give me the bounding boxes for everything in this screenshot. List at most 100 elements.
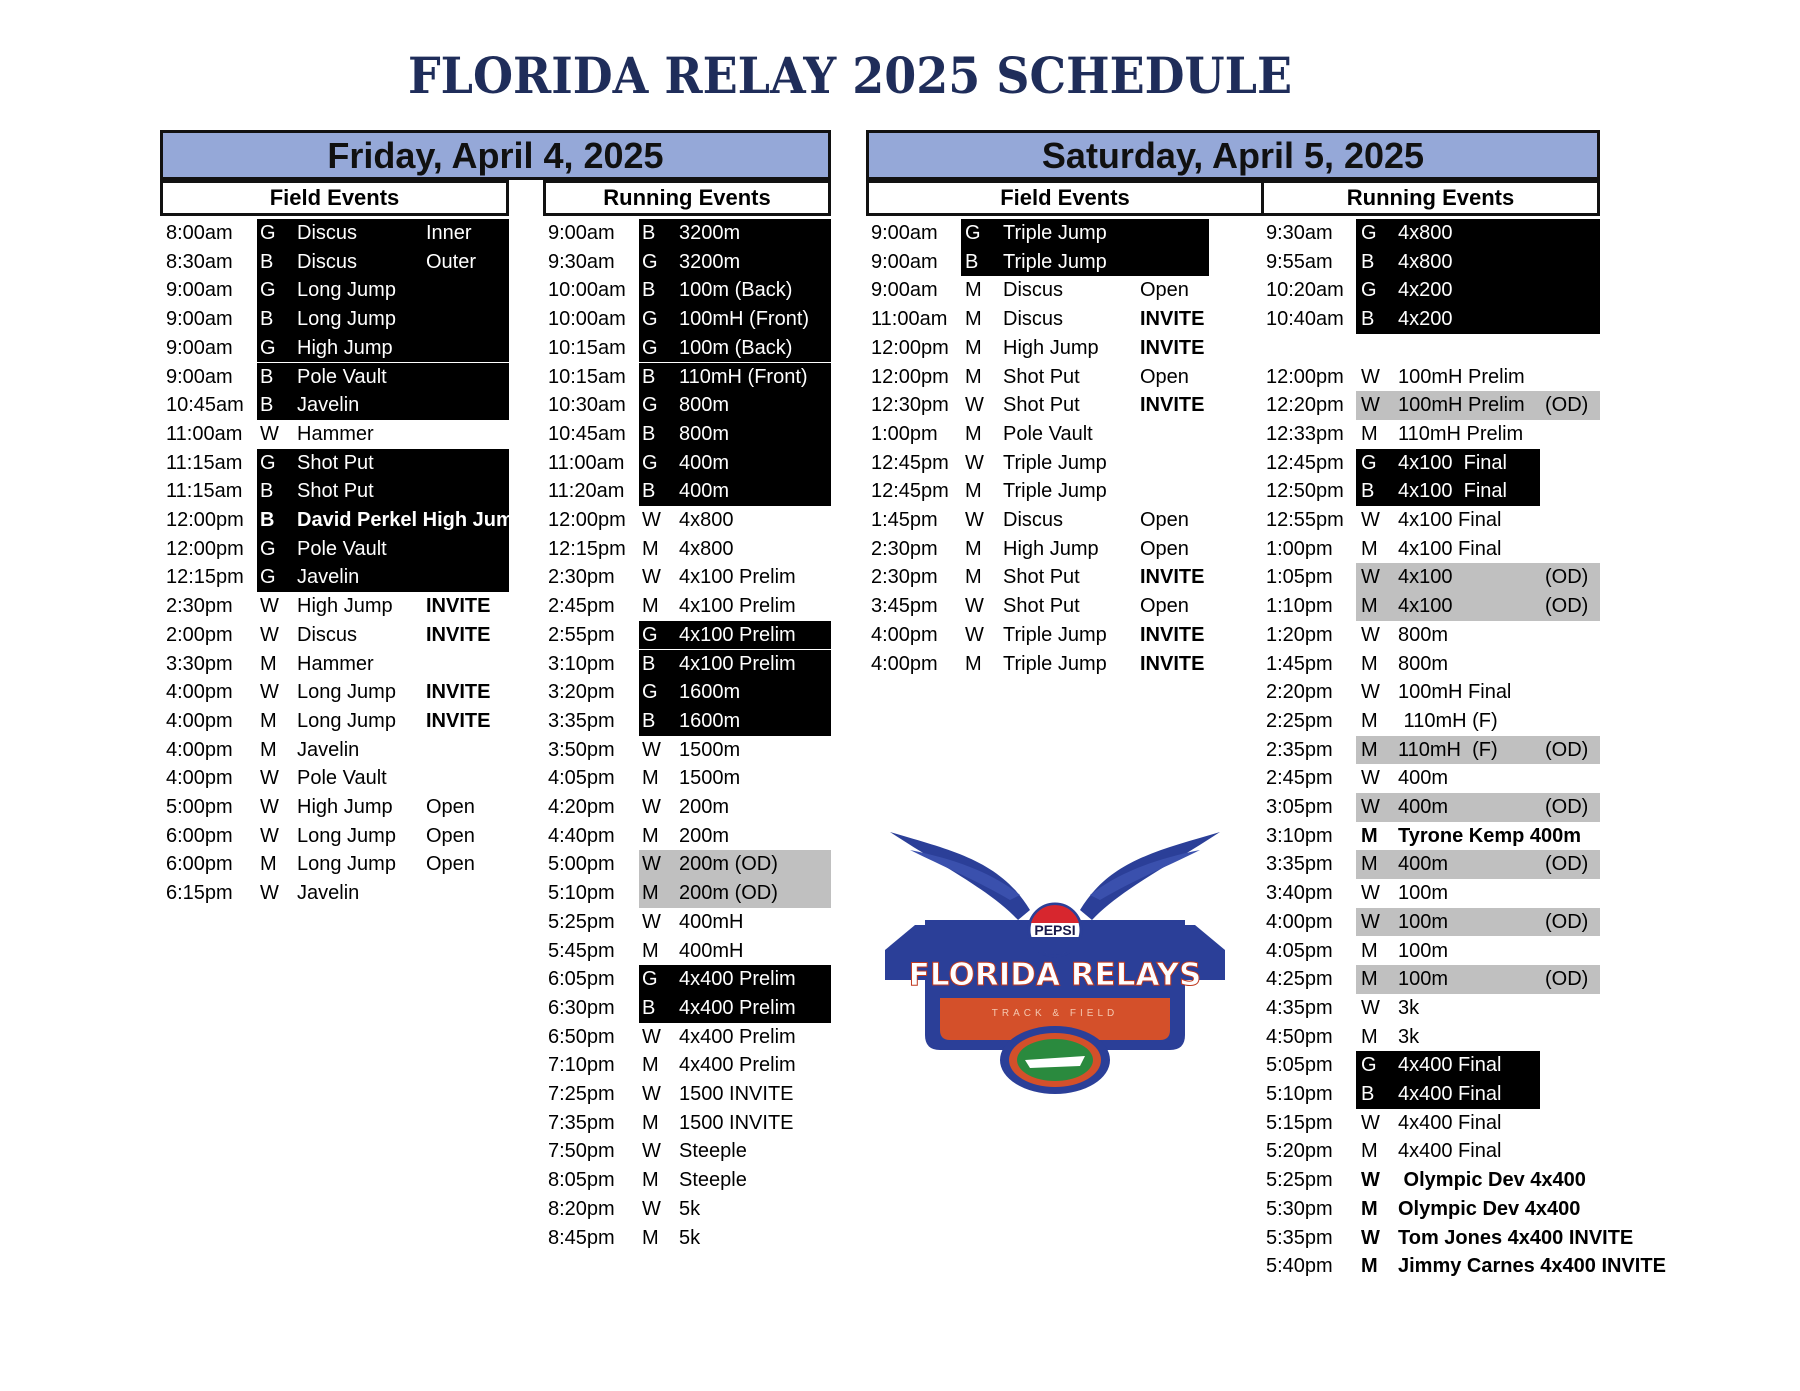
event-time: 2:55pm bbox=[548, 623, 615, 646]
event-group: M bbox=[642, 1111, 659, 1134]
schedule-row: 10:45am B Javelin bbox=[160, 391, 510, 420]
schedule-row: 9:00am G Long Jump bbox=[160, 276, 510, 306]
event-time: 2:30pm bbox=[166, 595, 233, 618]
schedule-row: 3:35pm M 400m (OD) bbox=[1261, 850, 1661, 880]
event-time: 4:00pm bbox=[1266, 910, 1333, 933]
black-highlight bbox=[639, 706, 831, 736]
event-group: W bbox=[1361, 681, 1380, 704]
schedule-row: 5:25pm W 400mH bbox=[543, 908, 833, 937]
black-highlight bbox=[257, 276, 509, 306]
event-group: M bbox=[642, 767, 659, 790]
gray-highlight bbox=[1356, 592, 1600, 621]
event-time: 7:10pm bbox=[548, 1054, 615, 1077]
event-time: 9:00am bbox=[166, 365, 233, 388]
event-name: Jimmy Carnes 4x400 INVITE bbox=[1398, 1255, 1666, 1278]
event-group: W bbox=[1361, 1111, 1380, 1134]
gray-highlight bbox=[1356, 793, 1600, 822]
black-highlight bbox=[639, 993, 831, 1023]
event-name: 4x400 Prelim bbox=[679, 996, 796, 1019]
event-group: W bbox=[965, 623, 984, 646]
black-highlight bbox=[639, 362, 831, 392]
event-group: W bbox=[1361, 1226, 1380, 1249]
event-name: 5k bbox=[679, 1226, 701, 1249]
event-name: Triple Jump bbox=[1003, 623, 1107, 646]
event-time: 3:50pm bbox=[548, 738, 615, 761]
schedule-row: 2:35pm M 110mH (F) (OD) bbox=[1261, 735, 1661, 765]
event-name: High Jump bbox=[1003, 537, 1099, 560]
event-group: W bbox=[965, 394, 984, 417]
event-time: 4:00pm bbox=[166, 709, 233, 732]
event-time: 10:20am bbox=[1266, 279, 1344, 302]
event-time: 2:25pm bbox=[1266, 709, 1333, 732]
schedule-row: 10:00am G 100mH (Front) bbox=[543, 305, 833, 334]
event-group: M bbox=[1361, 537, 1378, 560]
event-name: 200m (OD) bbox=[679, 853, 778, 876]
event-group: G bbox=[1361, 222, 1377, 244]
event-time: 11:15am bbox=[166, 480, 243, 503]
schedule-row: 3:05pm W 400m (OD) bbox=[1261, 793, 1661, 822]
event-name: Pole Vault bbox=[1003, 422, 1093, 445]
event-note: Open bbox=[426, 853, 475, 876]
event-name: Pole Vault bbox=[297, 767, 387, 790]
event-time: 2:30pm bbox=[871, 537, 938, 560]
event-name: 4x100 Prelim bbox=[679, 623, 796, 646]
event-group: G bbox=[642, 394, 658, 417]
event-group: G bbox=[1361, 1054, 1377, 1077]
event-time: 12:00pm bbox=[871, 365, 949, 388]
event-name: 400m bbox=[1398, 796, 1449, 818]
page-title: FLORIDA RELAY 2025 SCHEDULE bbox=[407, 46, 1293, 105]
schedule-row: 2:20pm W 100mH Final bbox=[1261, 678, 1661, 707]
event-time: 9:00am bbox=[166, 336, 233, 359]
event-group: M bbox=[965, 365, 982, 388]
event-name: Hammer bbox=[297, 422, 374, 445]
event-name: Triple Jump bbox=[1003, 222, 1107, 244]
event-group: M bbox=[642, 1054, 659, 1077]
event-group: M bbox=[642, 595, 659, 618]
event-time: 1:45pm bbox=[1266, 652, 1333, 675]
black-highlight bbox=[639, 333, 831, 363]
schedule-row: 3:20pm G 1600m bbox=[543, 678, 833, 707]
event-group: G bbox=[1361, 279, 1377, 302]
event-note: INVITE bbox=[1140, 652, 1205, 675]
black-highlight bbox=[639, 620, 831, 650]
schedule-row: 12:00pm M Shot Put Open bbox=[866, 363, 1261, 392]
schedule-row: 12:15pm G Javelin bbox=[160, 563, 510, 593]
schedule-row: 4:05pm M 1500m bbox=[543, 764, 833, 793]
event-group: W bbox=[1361, 882, 1380, 905]
event-group: W bbox=[260, 824, 279, 847]
event-group: M bbox=[1361, 824, 1378, 847]
schedule-row: 10:45am B 800m bbox=[543, 419, 833, 449]
event-time: 4:00pm bbox=[166, 738, 233, 761]
black-highlight bbox=[257, 506, 509, 535]
schedule-row: 4:00pm W 100m (OD) bbox=[1261, 907, 1661, 937]
event-time: 1:00pm bbox=[1266, 537, 1333, 560]
schedule-row: 12:20pm W 100mH Prelim (OD) bbox=[1261, 391, 1661, 420]
event-time: 9:00am bbox=[871, 279, 938, 302]
event-time: 4:00pm bbox=[166, 767, 233, 790]
event-time: 3:05pm bbox=[1266, 796, 1333, 818]
event-group: B bbox=[260, 308, 274, 331]
event-time: 10:30am bbox=[548, 394, 626, 417]
event-group: B bbox=[642, 709, 656, 732]
event-note: INVITE bbox=[1140, 566, 1205, 589]
schedule-row: 10:00am B 100m (Back) bbox=[543, 276, 833, 306]
event-name: 100m bbox=[1398, 910, 1449, 933]
event-time: 1:00pm bbox=[871, 422, 938, 445]
event-name: 1600m bbox=[679, 681, 741, 704]
schedule-row: 2:45pm M 4x100 Prelim bbox=[543, 592, 833, 621]
event-group: G bbox=[642, 250, 658, 273]
event-group: G bbox=[260, 566, 276, 589]
gray-highlight bbox=[1356, 965, 1600, 994]
black-highlight bbox=[639, 419, 831, 449]
event-group: W bbox=[260, 767, 279, 790]
event-group: B bbox=[260, 480, 274, 503]
event-group: W bbox=[1361, 623, 1380, 646]
black-highlight bbox=[961, 247, 1209, 277]
schedule-row: 10:15am B 110mH (Front) bbox=[543, 362, 833, 392]
schedule-row: 9:00am B Triple Jump bbox=[866, 247, 1261, 277]
event-time: 4:00pm bbox=[166, 681, 233, 704]
event-time: 5:20pm bbox=[1266, 1140, 1333, 1163]
event-name: 200m (OD) bbox=[679, 882, 778, 905]
event-time: 10:40am bbox=[1266, 308, 1344, 331]
schedule-row: 1:10pm M 4x100 (OD) bbox=[1261, 592, 1661, 621]
